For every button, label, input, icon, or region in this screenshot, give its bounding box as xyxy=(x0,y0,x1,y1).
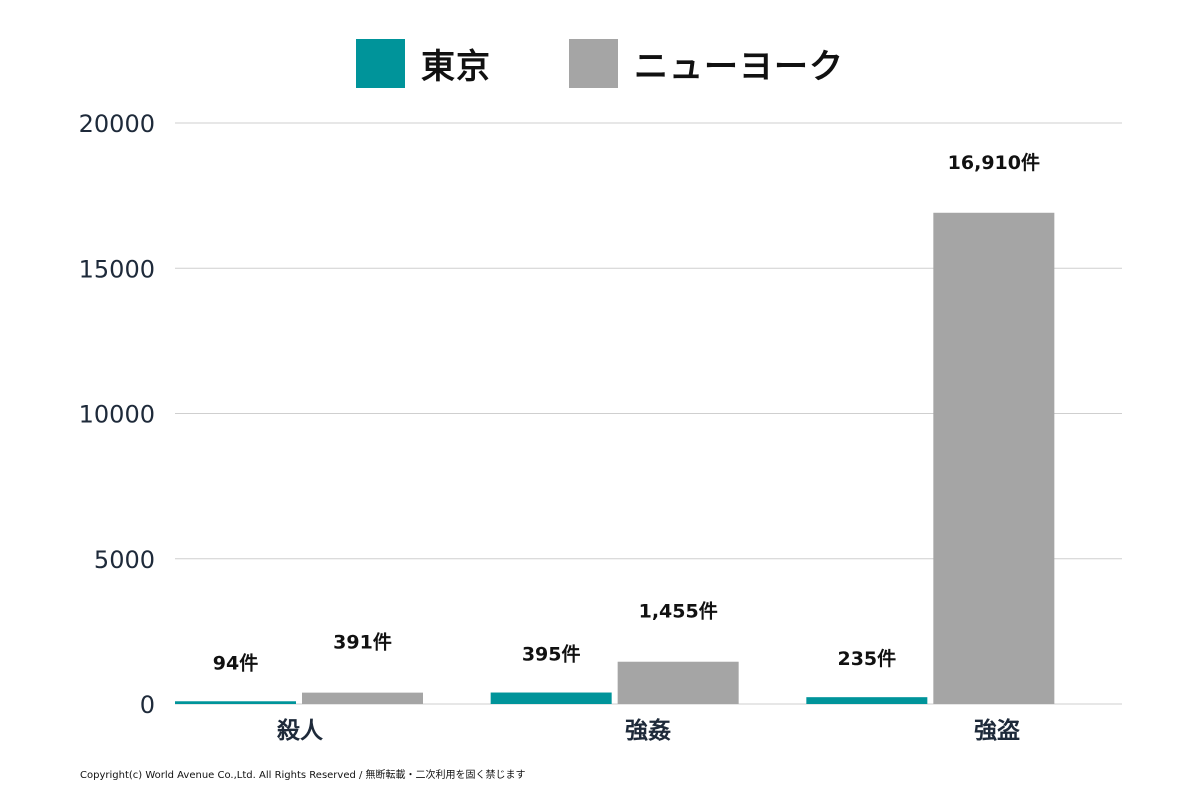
bars xyxy=(175,212,1055,704)
data-label-tokyo-2: 235件 xyxy=(837,647,896,670)
x-tick-label: 強盗 xyxy=(974,717,1020,744)
legend-label-new-york: ニューヨーク xyxy=(634,46,844,87)
bar-new-york-1 xyxy=(617,661,739,704)
data-label-new-york-2: 16,910件 xyxy=(948,151,1040,174)
y-tick-label: 10000 xyxy=(79,401,155,429)
x-axis-ticks: 殺人 強姦 強盗 xyxy=(277,717,1020,744)
x-tick-label: 殺人 xyxy=(277,717,324,744)
legend-swatch-tokyo xyxy=(356,38,405,88)
y-axis-ticks: 0 5000 10000 15000 20000 xyxy=(79,110,155,719)
chart-legend: 東京 ニューヨーク xyxy=(0,38,1200,88)
data-label-tokyo-1: 395件 xyxy=(522,643,581,666)
data-label-tokyo-0: 94件 xyxy=(213,651,258,674)
copyright-notice: Copyright(c) World Avenue Co.,Ltd. All R… xyxy=(80,770,526,781)
x-tick-label: 強姦 xyxy=(625,717,671,744)
legend-label-tokyo: 東京 xyxy=(421,46,491,87)
bar-tokyo-0 xyxy=(175,701,296,704)
bar-new-york-2 xyxy=(933,212,1055,704)
y-tick-label: 15000 xyxy=(79,255,155,283)
data-labels: 94件 391件 395件 1,455件 235件 16,910件 xyxy=(213,151,1040,675)
legend-item-new-york: ニューヨーク xyxy=(569,38,844,88)
y-tick-label: 0 xyxy=(140,691,155,719)
y-tick-label: 5000 xyxy=(94,546,155,574)
data-label-new-york-0: 391件 xyxy=(333,631,392,654)
data-label-new-york-1: 1,455件 xyxy=(639,600,718,623)
legend-swatch-new-york xyxy=(569,38,618,88)
legend-item-tokyo: 東京 xyxy=(356,38,491,88)
bar-new-york-0 xyxy=(302,692,423,704)
bar-tokyo-1 xyxy=(490,692,612,704)
y-tick-label: 20000 xyxy=(79,110,155,138)
bar-tokyo-2 xyxy=(806,697,928,704)
